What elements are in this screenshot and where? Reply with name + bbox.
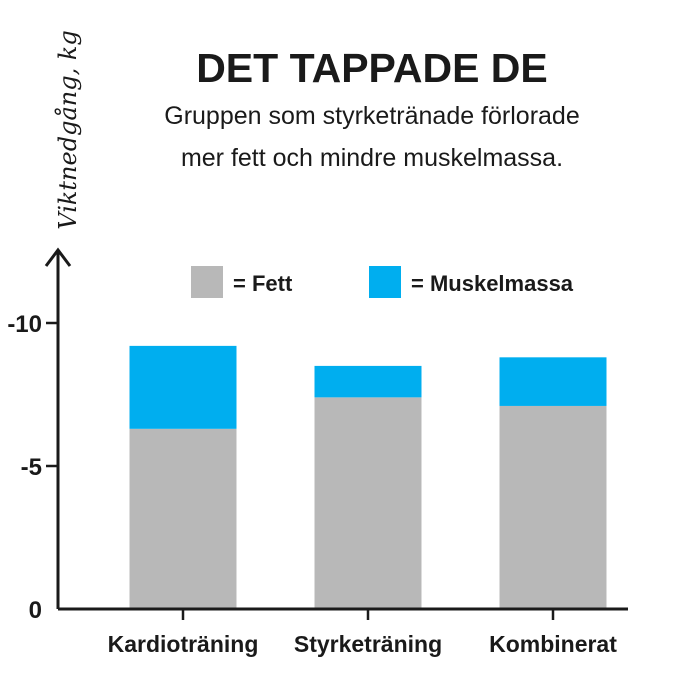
legend-swatch-fett <box>191 266 223 298</box>
y-tick-label-0: 0 <box>29 597 42 624</box>
bar-fett-0 <box>129 428 237 609</box>
legend-label-muskelmassa: = Muskelmassa <box>411 271 574 296</box>
x-tick-label-2: Kombinerat <box>489 631 617 657</box>
bar-muskelmassa-2 <box>499 357 607 406</box>
bar-fett-2 <box>499 405 607 609</box>
y-tick-label-1: -5 <box>21 454 42 481</box>
legend-label-fett: = Fett <box>233 271 293 296</box>
chart-subtitle-line-2: mer fett och mindre muskelmassa. <box>181 144 563 172</box>
y-axis-arrow-icon <box>44 247 72 267</box>
chart-title: DET TAPPADE DE <box>196 45 548 91</box>
legend-swatch-muskelmassa <box>369 266 401 298</box>
y-axis-label: Viktnedgång, kg <box>53 30 82 229</box>
y-tick-label-2: -10 <box>7 311 42 338</box>
chart-subtitle-line-1: Gruppen som styrketränade förlorade <box>164 102 580 130</box>
bar-muskelmassa-1 <box>314 365 422 398</box>
bar-muskelmassa-0 <box>129 345 237 429</box>
x-tick-label-1: Styrketräning <box>294 631 442 657</box>
legend: = Fett = Muskelmassa <box>191 266 574 298</box>
bars-group <box>129 345 607 609</box>
axes-group: 0 -5 -10 Kardioträning Styrketräning Kombiner… <box>7 247 628 657</box>
x-tick-label-0: Kardioträning <box>108 631 259 657</box>
bar-fett-1 <box>314 397 422 609</box>
